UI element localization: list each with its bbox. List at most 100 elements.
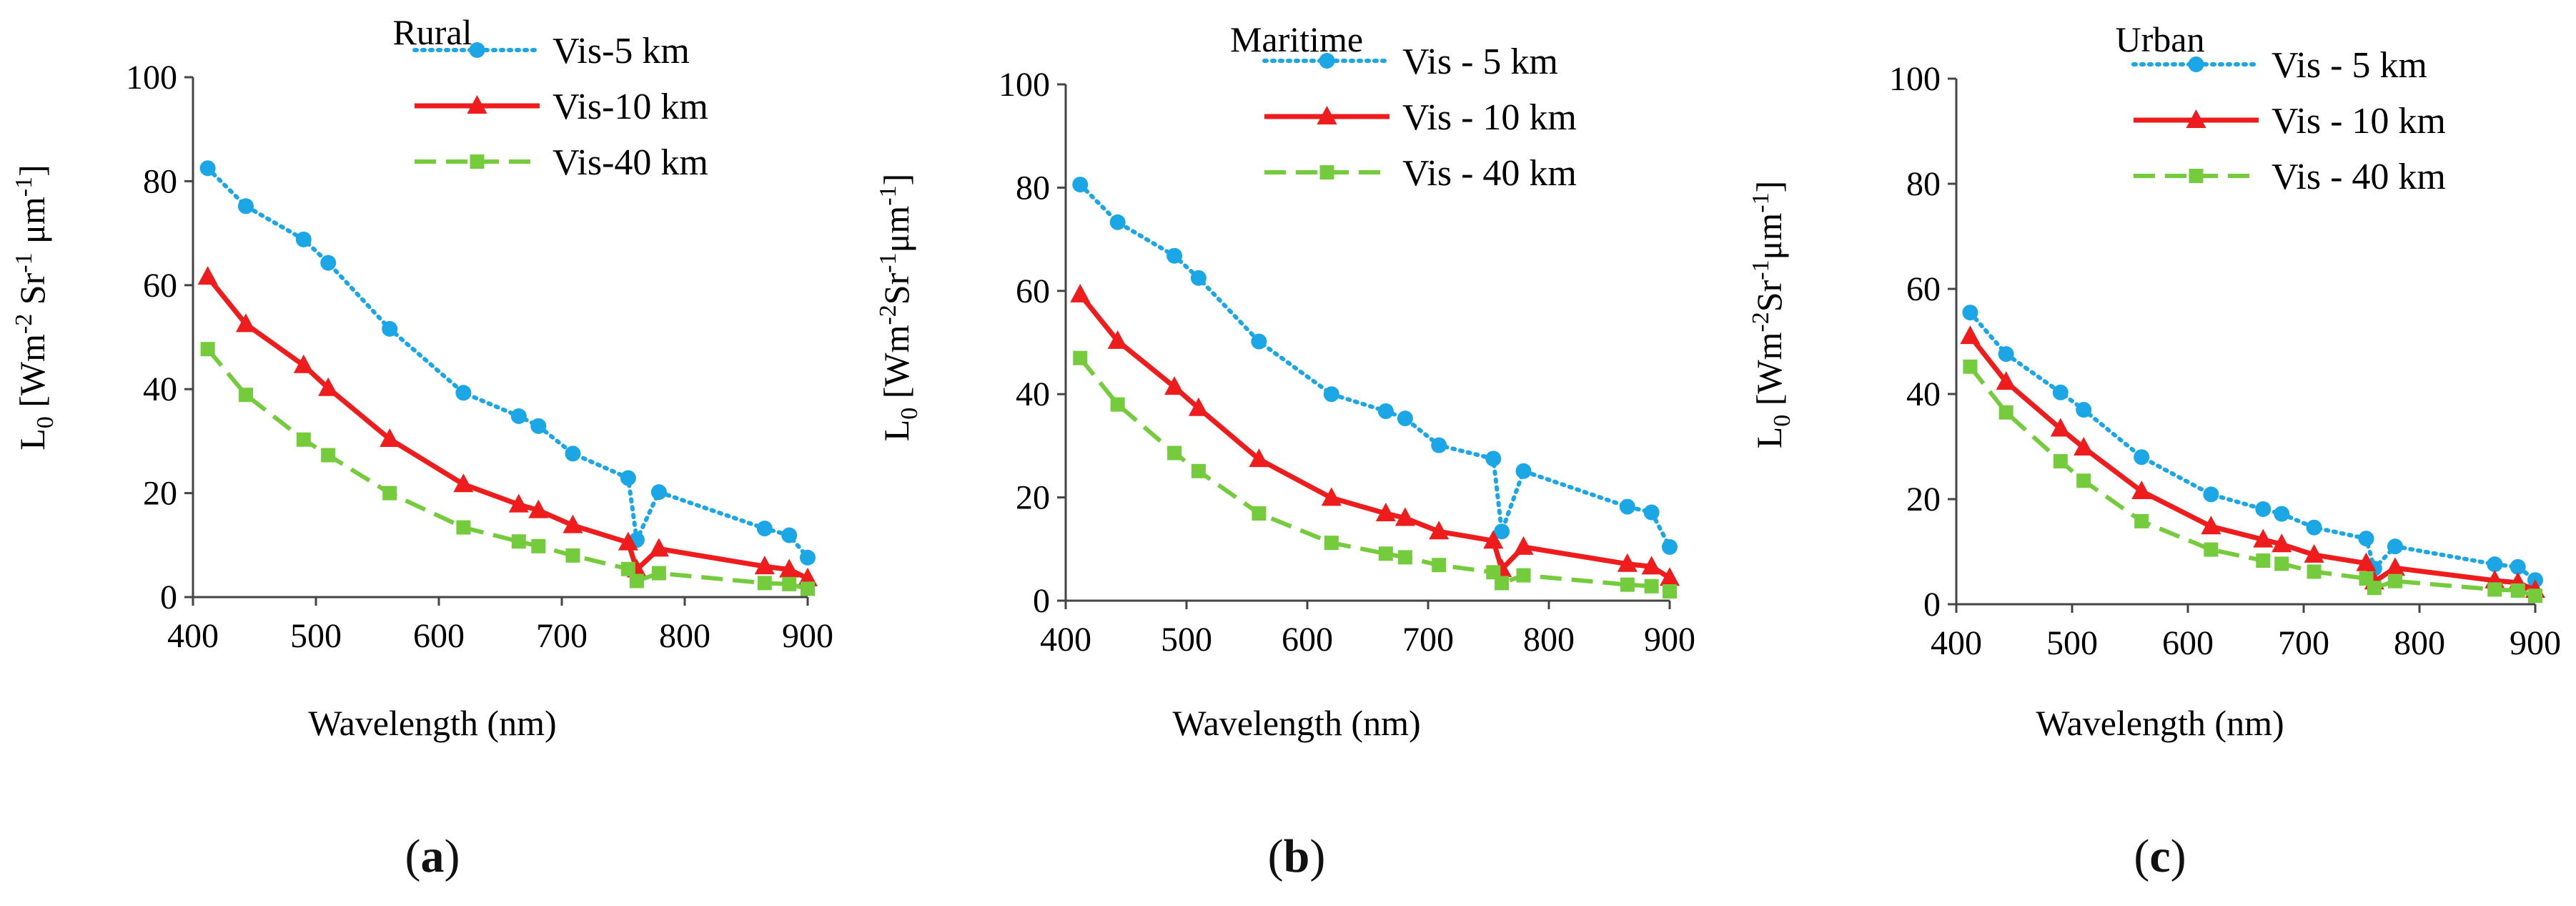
data-point	[1998, 346, 2014, 363]
y-tick-label: 0	[160, 578, 177, 616]
data-point	[2387, 573, 2402, 589]
data-point	[1378, 546, 1393, 561]
y-label-unit: ]	[876, 174, 916, 186]
data-point	[2203, 486, 2219, 503]
y-label-unit: Sr	[1749, 280, 1789, 312]
data-point	[2274, 506, 2290, 522]
y-label-sup: -2	[11, 314, 37, 334]
x-tick-label: 700	[1402, 621, 1454, 659]
data-point	[1073, 350, 1088, 365]
series-line	[206, 348, 808, 591]
data-point	[2528, 589, 2542, 604]
data-point	[293, 354, 314, 373]
data-point	[1070, 283, 1091, 302]
data-point	[2356, 552, 2377, 571]
legend: Vis-5 km Vis-10 km Vis-40 km	[412, 31, 708, 183]
series-line	[1078, 292, 1671, 581]
y-label-unit: μm	[876, 206, 916, 253]
series-line	[1078, 182, 1672, 549]
legend-marker	[2188, 56, 2204, 72]
y-axis-label: L0 [Wm-2Sr-1μm-1]	[875, 174, 923, 442]
data-point	[1397, 550, 1412, 565]
x-tick-label: 500	[1161, 621, 1212, 659]
y-label-unit: μm	[12, 197, 52, 252]
data-point	[1167, 445, 1182, 461]
data-point	[1617, 553, 1638, 572]
y-tick-label: 100	[126, 59, 177, 97]
data-point	[1660, 567, 1680, 586]
data-point	[651, 566, 666, 581]
legend: Vis - 5 km Vis - 10 km Vis - 40 km	[2131, 45, 2446, 197]
data-point	[320, 255, 337, 271]
x-tick-label: 800	[659, 617, 710, 655]
legend-marker	[469, 42, 485, 58]
data-point	[1494, 523, 1510, 540]
data-point	[318, 377, 339, 396]
y-label-sub: 0	[896, 408, 923, 420]
legend-marker	[2186, 109, 2206, 128]
data-point	[528, 499, 549, 518]
x-tick-label: 600	[1282, 621, 1333, 659]
y-label-sup: -1	[875, 185, 901, 205]
y-tick-label: 60	[143, 267, 177, 305]
y-tick-label: 20	[143, 475, 177, 513]
legend-label: Vis-5 km	[553, 31, 690, 72]
data-point	[530, 418, 547, 434]
y-label-sup: -2	[1748, 312, 1774, 332]
data-point	[2134, 449, 2150, 466]
y-axis-label: L0 [Wm-2Sr-1μm-1]	[1748, 181, 1795, 449]
legend-marker	[2189, 169, 2204, 183]
data-point	[1644, 578, 1659, 594]
data-point	[382, 486, 397, 501]
data-point	[1251, 333, 1267, 350]
data-point	[756, 521, 773, 537]
legend-label: Vis - 40 km	[2272, 157, 2446, 197]
data-point	[1190, 270, 1207, 286]
data-point	[2487, 582, 2502, 597]
y-label-sup: -2	[875, 305, 901, 325]
data-point	[1252, 506, 1267, 521]
plot-area: 0 20 40 60 80 100 400 500 600 700 800 900	[1889, 60, 2561, 662]
chart-panel-rural: Rural 0 20 40 60 80 100 400 500 600 700 800 900 Vis…	[0, 0, 858, 906]
data-point	[1431, 437, 1447, 453]
data-point	[1166, 247, 1183, 264]
data-point	[456, 520, 471, 535]
data-point	[2304, 543, 2324, 563]
x-tick-label: 500	[2046, 624, 2098, 662]
y-tick-label: 0	[1033, 582, 1050, 620]
data-point	[2204, 542, 2219, 557]
data-point	[2131, 480, 2152, 499]
data-point	[453, 473, 474, 493]
y-label-symbol: L	[876, 420, 916, 442]
x-tick-label: 800	[1523, 621, 1575, 659]
data-point	[1663, 584, 1677, 599]
data-point	[1619, 498, 1635, 515]
y-tick-label: 80	[1906, 165, 1941, 203]
data-point	[629, 573, 644, 589]
x-axis-label: Wavelength (nm)	[2036, 703, 2284, 743]
x-tick-label: 600	[2162, 624, 2214, 662]
data-point	[754, 556, 775, 575]
y-label-sub: 0	[32, 416, 59, 428]
data-point	[510, 408, 527, 425]
chart-svg-rural: Rural 0 20 40 60 80 100 400 500 600 700 800 900 Vis…	[11, 12, 833, 743]
data-point	[2050, 418, 2071, 437]
data-point	[1109, 214, 1126, 230]
y-tick-label: 100	[1889, 60, 1941, 98]
y-label-unit: Sr	[12, 272, 52, 313]
data-point	[1996, 371, 2016, 390]
y-label-unit: ]	[12, 164, 52, 177]
data-point	[798, 567, 818, 586]
data-point	[1641, 556, 1662, 575]
data-point	[781, 527, 798, 543]
data-point	[800, 549, 816, 566]
x-tick-label: 700	[2278, 624, 2329, 662]
y-label-sup: -1	[1748, 260, 1774, 280]
data-point	[1620, 577, 1635, 592]
data-point	[237, 198, 254, 215]
panel-label: (c)	[2134, 830, 2186, 882]
data-point	[2053, 454, 2068, 469]
y-label-unit: ]	[1749, 181, 1789, 193]
data-point	[380, 428, 400, 447]
data-point	[2052, 384, 2069, 400]
